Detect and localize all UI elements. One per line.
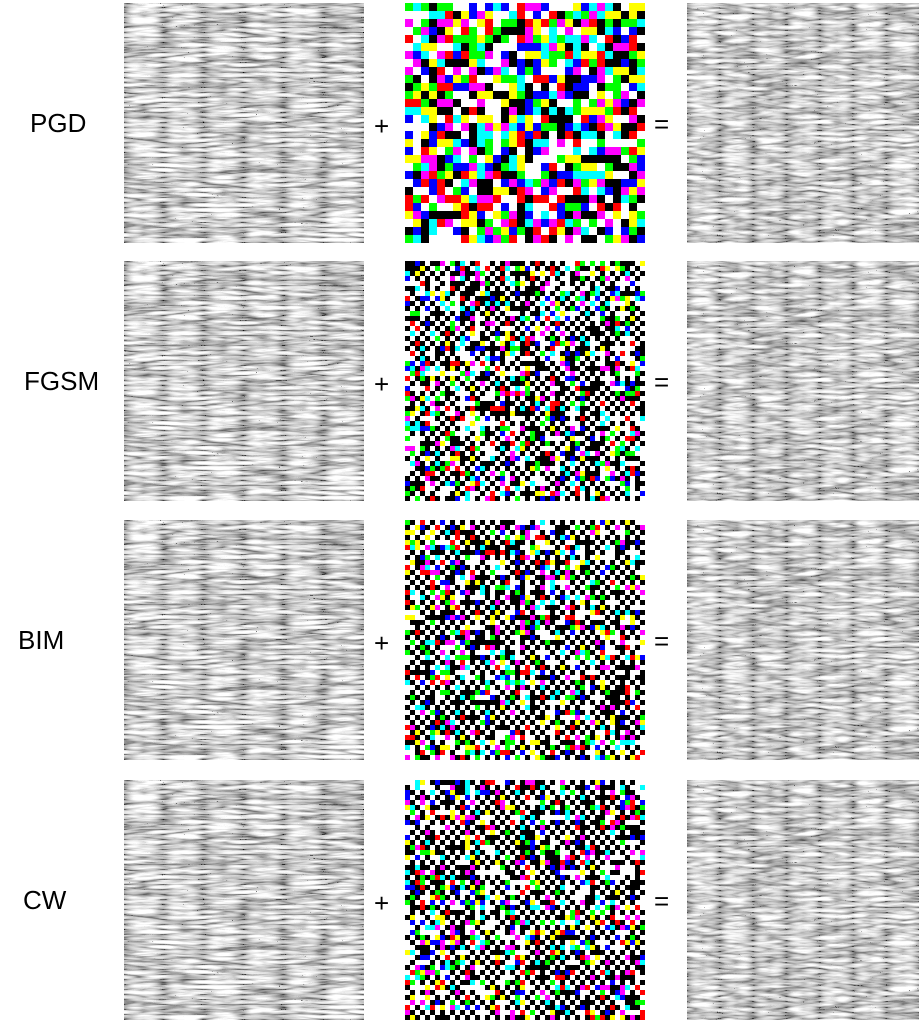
texture [124,261,364,501]
clean-image-svg [124,520,364,760]
noise-cells [405,261,645,501]
noise-cells [405,261,645,501]
texture [124,3,364,243]
adversarial-image [687,261,919,501]
noise-cells [405,520,645,760]
texture [687,520,919,760]
adversarial-image-svg [687,261,919,501]
perturbation-svg [405,3,645,243]
perturbation-image [405,261,645,501]
plus-sign: + [374,888,390,918]
adversarial-image-svg [687,520,919,760]
noise-cells [405,780,645,1015]
clean-image-svg [124,261,364,501]
texture [687,780,919,1020]
noise-cells [413,11,645,243]
noise-cells [405,3,645,243]
clean-image [124,3,364,243]
plus-sign: + [374,628,390,658]
attack-label: PGD [30,108,87,138]
noise-cells [405,780,640,1020]
noise-cells [405,3,645,243]
texture [687,3,919,243]
equals-sign: = [654,886,670,916]
equals-sign: = [654,367,670,397]
attack-label: FGSM [24,366,100,396]
clean-image-svg [124,3,364,243]
equals-sign: = [654,626,670,656]
adversarial-image [687,520,919,760]
noise-cells [405,261,645,496]
texture [124,780,364,1020]
perturbation-image [405,780,645,1020]
adversarial-image [687,3,919,243]
plus-sign: + [374,369,390,399]
perturbation-image [405,520,645,760]
equals-sign: = [654,109,670,139]
noise-cells [405,3,645,243]
texture [124,520,364,760]
clean-image [124,261,364,501]
adversarial-image-svg [687,780,919,1020]
plus-sign: + [374,111,390,141]
perturbation-svg [405,261,645,501]
perturbation-image [405,3,645,243]
attack-label: CW [23,885,67,915]
noise-cells [405,785,645,1020]
clean-image-svg [124,780,364,1020]
clean-image [124,520,364,760]
noise-cells [405,261,640,501]
noise-cells [420,520,645,760]
noise-cells [405,3,645,243]
perturbation-svg [405,520,645,760]
perturbation-svg [405,780,645,1020]
adversarial-image-svg [687,3,919,243]
attack-label: BIM [18,625,65,655]
noise-cells [405,520,645,755]
noise-cells [405,780,645,1015]
texture [687,261,919,501]
noise-cells [405,3,645,243]
adversarial-image [687,780,919,1020]
clean-image [124,780,364,1020]
noise-cells [405,525,645,760]
